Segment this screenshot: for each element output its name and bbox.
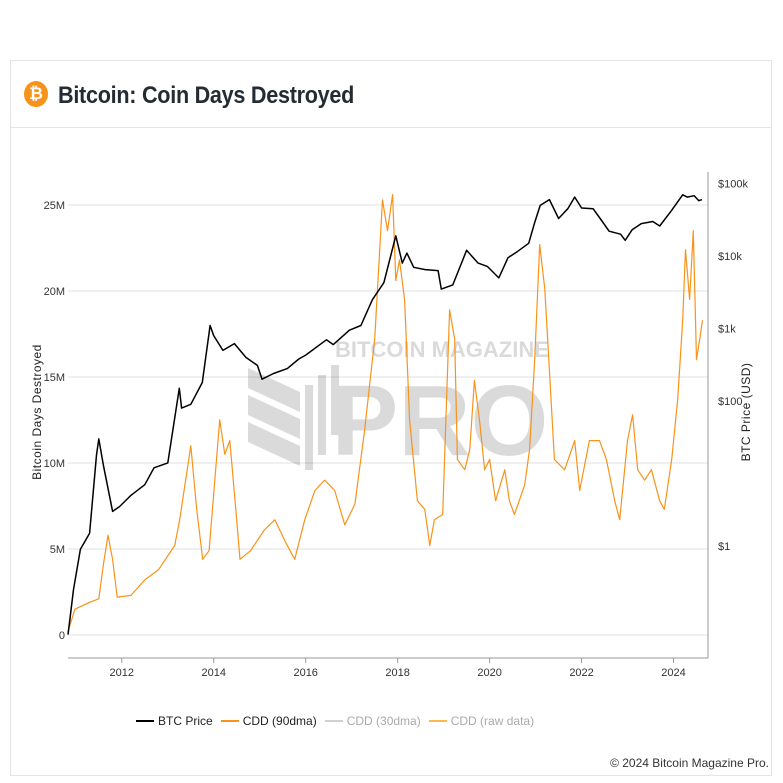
watermark-line2: PRO xyxy=(332,365,549,477)
y-tick-label: 5M xyxy=(50,544,65,556)
legend-label: CDD (30dma) xyxy=(346,714,421,728)
x-tick-label: 2022 xyxy=(569,667,593,679)
y-tick-label: 10M xyxy=(44,458,65,470)
y2-tick-label: $1k xyxy=(718,324,736,336)
x-tick-label: 2016 xyxy=(293,667,317,679)
chart-card xyxy=(10,60,772,776)
y-tick-label: 20M xyxy=(44,286,65,298)
y-tick-label: 0 xyxy=(59,630,65,642)
legend-item[interactable]: CDD (raw data) xyxy=(428,714,535,728)
chart-header xyxy=(10,60,772,128)
legend-label: CDD (90dma) xyxy=(242,714,317,728)
y-axis-label: Bitcoin Days Destroyed xyxy=(30,344,44,480)
page-title: Bitcoin: Coin Days Destroyed xyxy=(58,82,355,109)
y2-tick-label: $10k xyxy=(718,251,742,263)
y2-tick-label: $100 xyxy=(718,396,742,408)
copyright: © 2024 Bitcoin Magazine Pro. xyxy=(610,756,769,770)
legend-swatch xyxy=(324,720,343,722)
btc-price-line xyxy=(67,194,703,635)
legend-swatch xyxy=(136,720,154,722)
y2-tick-label: $1 xyxy=(718,541,730,553)
x-tick-label: 2012 xyxy=(110,667,134,679)
cdd-90dma-line xyxy=(67,194,704,632)
bitcoin-logo-icon: ₿ xyxy=(24,81,48,107)
legend-swatch xyxy=(220,720,239,722)
y2-tick-label: $100k xyxy=(718,179,748,191)
x-tick-label: 2014 xyxy=(202,667,226,679)
legend-label: CDD (raw data) xyxy=(450,714,535,728)
legend: BTC Price CDD (90dma) CDD (30dma) CDD (raw … xyxy=(136,714,534,728)
x-tick-label: 2018 xyxy=(385,667,409,679)
legend-item[interactable]: BTC Price xyxy=(136,714,213,728)
watermark-line1: BITCOIN MAGAZINE xyxy=(335,337,549,362)
x-tick-label: 2024 xyxy=(661,667,685,679)
y-tick-label: 15M xyxy=(44,372,65,384)
legend-item[interactable]: CDD (30dma) xyxy=(324,714,421,728)
watermark-logo-icon xyxy=(248,365,339,470)
y2-axis-label: BTC Price (USD) xyxy=(739,363,753,462)
watermark: BITCOIN MAGAZINE PRO xyxy=(248,337,549,477)
legend-item[interactable]: CDD (90dma) xyxy=(220,714,317,728)
legend-swatch xyxy=(428,720,447,722)
legend-label: BTC Price xyxy=(158,714,213,728)
y-tick-label: 25M xyxy=(44,200,65,212)
x-tick-label: 2020 xyxy=(477,667,501,679)
